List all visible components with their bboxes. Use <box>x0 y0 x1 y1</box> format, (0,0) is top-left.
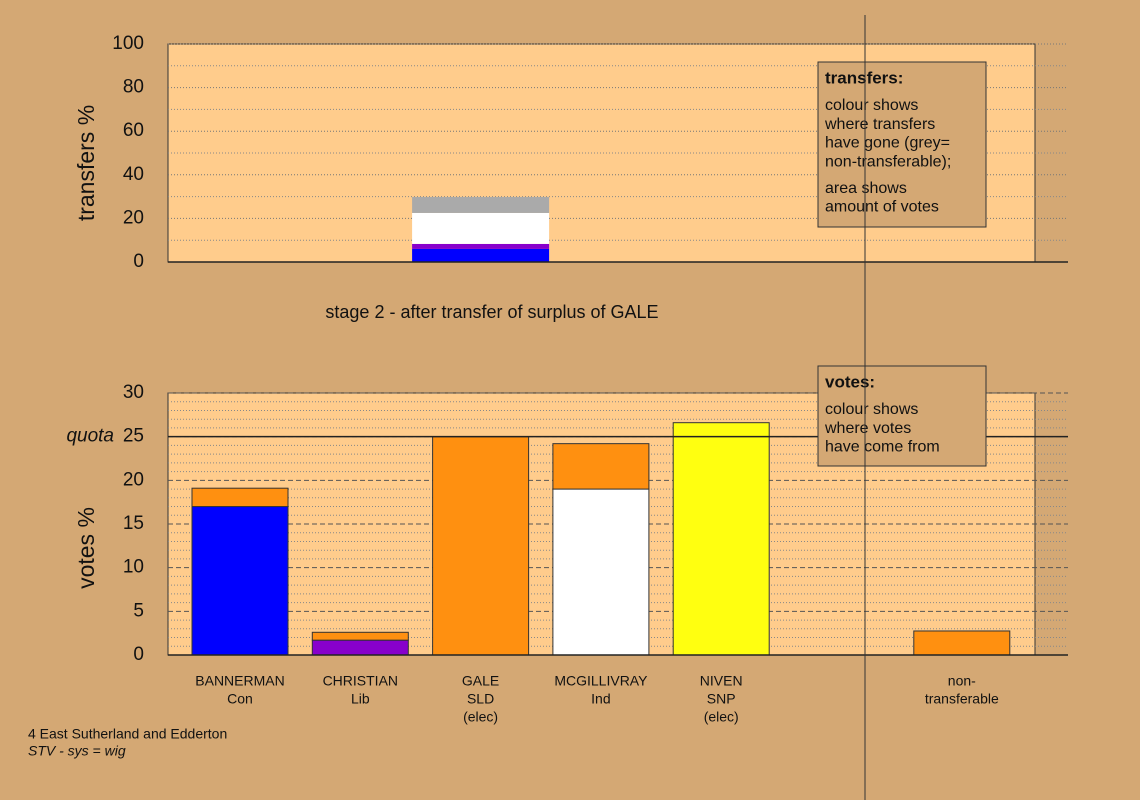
bar-segment <box>412 243 550 249</box>
y-tick-label: 25 <box>123 426 144 447</box>
note-box <box>817 61 987 228</box>
bar-segment <box>552 443 650 490</box>
bar-segment <box>432 436 530 656</box>
x-tick-label: Ind <box>591 691 610 707</box>
y-tick-label: 10 <box>123 557 144 578</box>
note-title: votes: <box>825 372 875 391</box>
note-box <box>817 365 987 467</box>
x-tick-label: (elec) <box>704 709 739 725</box>
x-tick-label: transferable <box>925 691 999 707</box>
note-title: transfers: <box>825 68 903 87</box>
x-tick-label: non- <box>948 673 976 689</box>
note-line: where votes <box>824 420 911 437</box>
bar-segment <box>412 212 550 244</box>
x-tick-label: NIVEN <box>700 673 743 689</box>
x-tick-label: MCGILLIVRAY <box>554 673 648 689</box>
y-tick-label: 80 <box>123 77 144 98</box>
note-line: have come from <box>825 439 940 456</box>
bar-segment <box>672 422 770 656</box>
x-tick-label: CHRISTIAN <box>323 673 398 689</box>
y-tick-label: 0 <box>133 644 144 665</box>
bar-segment <box>913 630 1011 656</box>
note-line: amount of votes <box>825 199 939 216</box>
note-line: have gone (grey= <box>825 135 950 152</box>
y-tick-label: 100 <box>112 33 144 54</box>
bar-segment <box>412 197 550 213</box>
note-line: colour shows <box>825 401 918 418</box>
y-tick-label: 20 <box>123 469 144 490</box>
bar-segment <box>191 506 289 656</box>
chart-layer: transfers %020406080100transfers:colour … <box>66 33 1068 725</box>
y-tick-label: 5 <box>133 600 144 621</box>
footer: 4 East Sutherland and Edderton <box>28 726 227 742</box>
bar-segment <box>412 248 550 262</box>
y-tick-label: 20 <box>123 207 144 228</box>
y-axis-title: transfers % <box>73 105 99 221</box>
quota-label: quota <box>66 426 114 447</box>
y-axis-title: votes % <box>73 507 99 589</box>
y-tick-label: 60 <box>123 120 144 141</box>
y-tick-label: 15 <box>123 513 144 534</box>
y-tick-label: 0 <box>133 251 144 272</box>
note-line: colour shows <box>825 97 918 114</box>
note-line: non-transferable); <box>825 153 951 170</box>
x-tick-label: Lib <box>351 691 370 707</box>
stage-label: stage 2 - after transfer of surplus of G… <box>325 302 658 322</box>
footer: STV - sys = wig <box>28 743 126 759</box>
bar-segment <box>191 487 289 508</box>
x-tick-label: SNP <box>707 691 736 707</box>
x-tick-label: (elec) <box>463 709 498 725</box>
x-tick-label: SLD <box>467 691 494 707</box>
x-tick-label: BANNERMAN <box>195 673 284 689</box>
bar-segment <box>311 639 409 656</box>
bar-segment <box>552 488 650 656</box>
note-line: area shows <box>825 180 907 197</box>
y-tick-label: 40 <box>123 164 144 185</box>
note-line: where transfers <box>824 116 935 133</box>
bar-segment <box>311 631 409 641</box>
x-tick-label: GALE <box>462 673 499 689</box>
y-tick-label: 30 <box>123 382 144 403</box>
x-tick-label: Con <box>227 691 253 707</box>
